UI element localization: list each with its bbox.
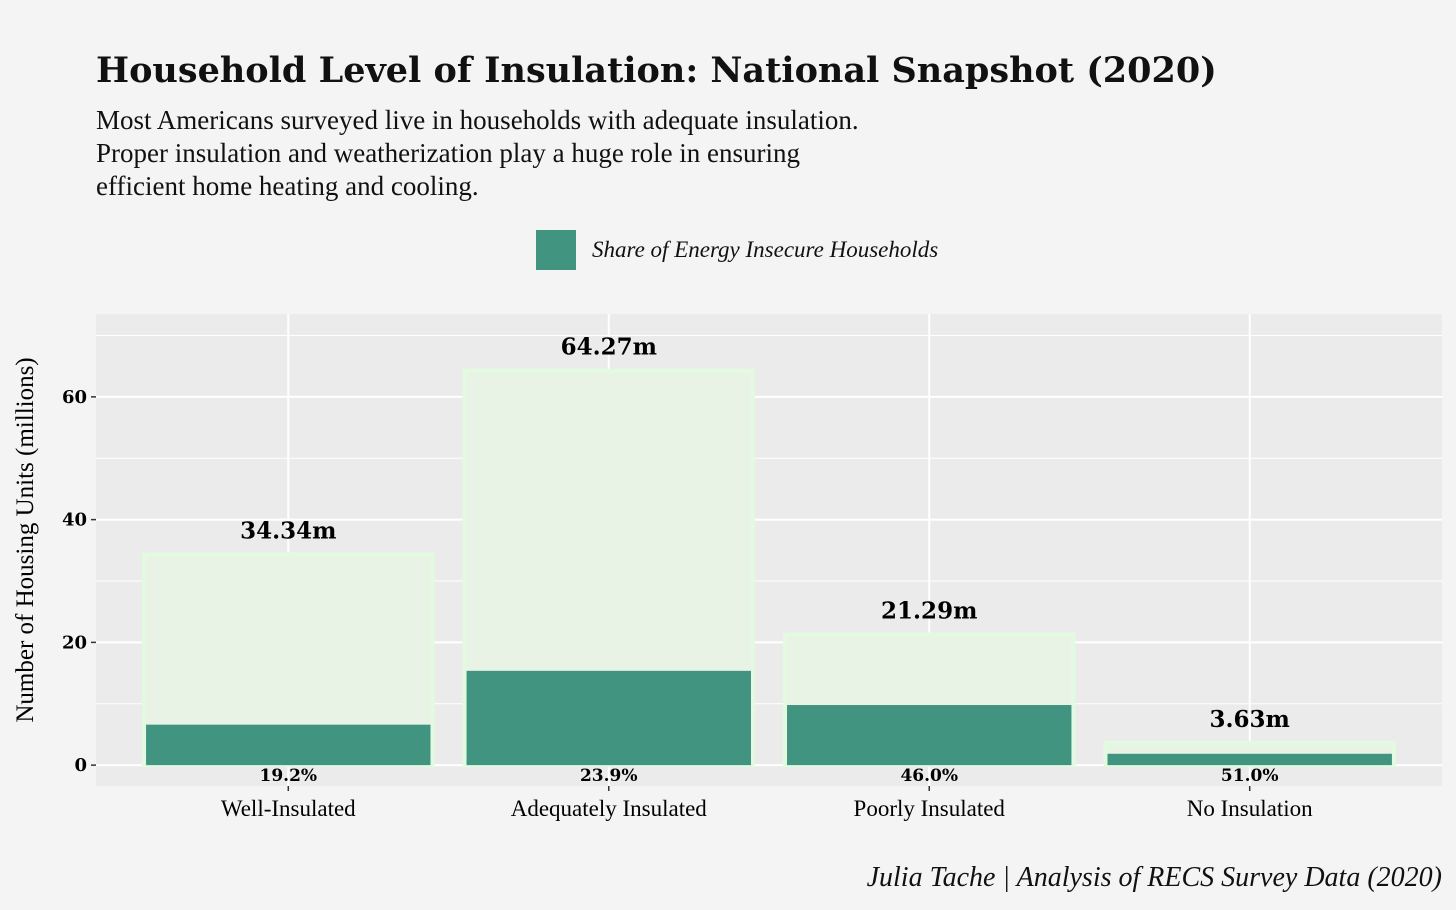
share-bar [466, 670, 751, 766]
x-tick-label: Poorly Insulated [854, 796, 1006, 821]
share-value-label: 19.2% [260, 766, 318, 786]
total-value-label: 21.29m [881, 597, 977, 624]
total-value-label: 3.63m [1210, 706, 1290, 733]
x-tick-label: Adequately Insulated [511, 796, 708, 821]
y-tick-label: 60 [62, 387, 87, 408]
share-bar [146, 724, 431, 766]
share-bar [1107, 753, 1392, 766]
share-bar [787, 705, 1072, 766]
total-value-label: 34.34m [240, 517, 336, 544]
legend-label: Share of Energy Insecure Households [592, 237, 939, 262]
subtitle-line: Proper insulation and weatherization pla… [96, 138, 801, 168]
legend-key [536, 230, 576, 270]
share-value-label: 51.0% [1221, 766, 1279, 786]
y-axis-title: Number of Housing Units (millions) [12, 357, 39, 722]
chart-caption: Julia Tache | Analysis of RECS Survey Da… [866, 862, 1442, 893]
y-tick-label: 40 [62, 510, 87, 531]
share-value-label: 46.0% [900, 766, 958, 786]
legend: Share of Energy Insecure Households [536, 230, 938, 270]
y-tick-label: 0 [74, 755, 87, 776]
total-value-label: 64.27m [561, 334, 657, 361]
x-tick-label: No Insulation [1187, 796, 1313, 821]
subtitle-line: Most Americans surveyed live in househol… [96, 105, 859, 135]
subtitle-line: efficient home heating and cooling. [96, 171, 479, 201]
y-tick-label: 20 [62, 632, 87, 653]
share-value-label: 23.9% [580, 766, 638, 786]
chart-subtitle: Most Americans surveyed live in househol… [96, 104, 1096, 203]
x-tick-label: Well-Insulated [221, 796, 356, 821]
chart-title: Household Level of Insulation: National … [96, 50, 1217, 91]
